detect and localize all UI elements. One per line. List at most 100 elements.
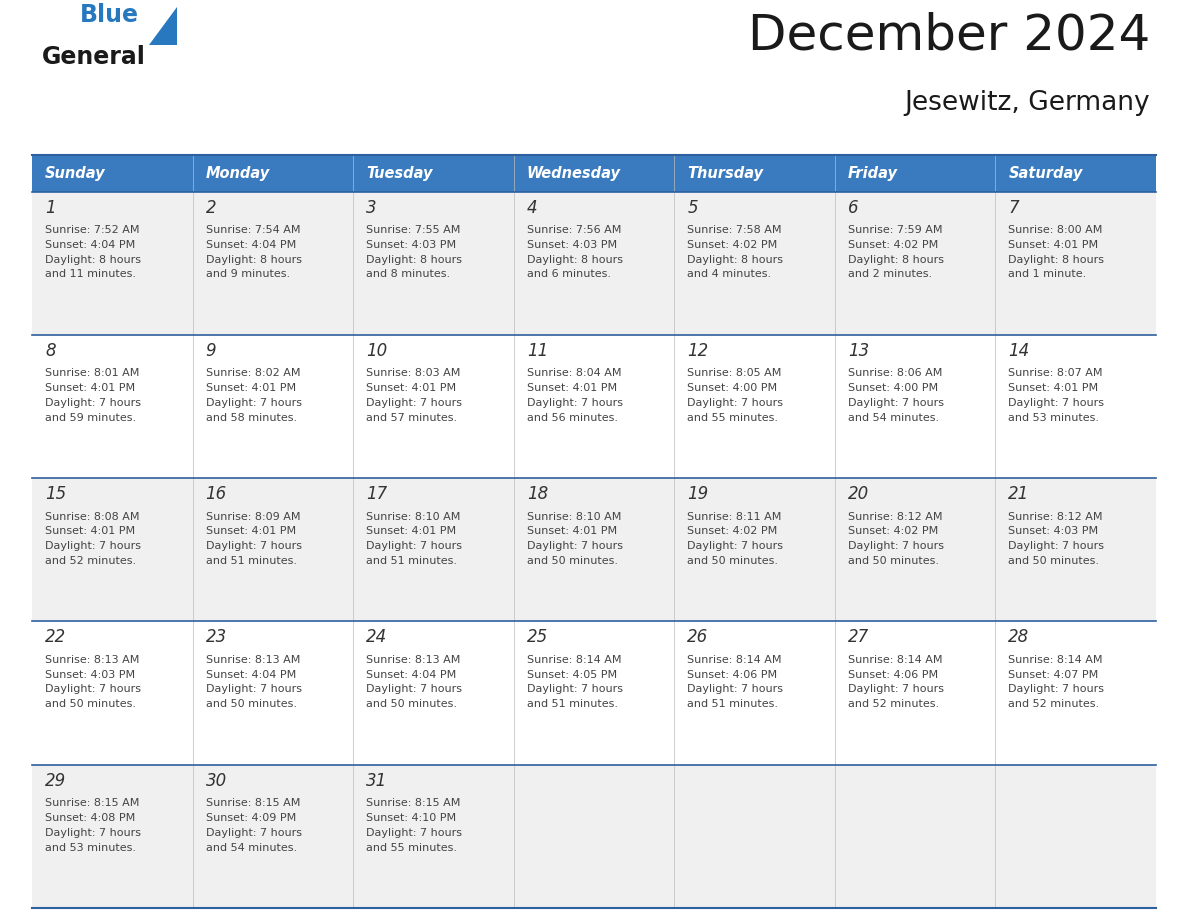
Text: Daylight: 7 hours: Daylight: 7 hours	[688, 685, 783, 695]
Text: 30: 30	[206, 772, 227, 789]
Text: 13: 13	[848, 341, 870, 360]
Text: 7: 7	[1009, 198, 1019, 217]
Text: and 51 minutes.: and 51 minutes.	[366, 556, 457, 566]
Text: Sunrise: 8:14 AM: Sunrise: 8:14 AM	[526, 655, 621, 665]
Text: 2: 2	[206, 198, 216, 217]
Text: Sunset: 4:08 PM: Sunset: 4:08 PM	[45, 813, 135, 823]
Text: Sunrise: 8:09 AM: Sunrise: 8:09 AM	[206, 511, 301, 521]
Text: Sunrise: 8:13 AM: Sunrise: 8:13 AM	[45, 655, 139, 665]
Text: 6: 6	[848, 198, 859, 217]
Text: Sunrise: 8:00 AM: Sunrise: 8:00 AM	[1009, 225, 1102, 235]
Text: and 50 minutes.: and 50 minutes.	[366, 700, 457, 710]
Text: and 2 minutes.: and 2 minutes.	[848, 269, 931, 279]
Text: 28: 28	[1009, 629, 1030, 646]
Text: Sunrise: 8:12 AM: Sunrise: 8:12 AM	[1009, 511, 1102, 521]
Text: Sunset: 4:04 PM: Sunset: 4:04 PM	[366, 670, 456, 679]
Bar	[32, 478, 1156, 621]
Text: Sunrise: 8:08 AM: Sunrise: 8:08 AM	[45, 511, 139, 521]
Text: and 52 minutes.: and 52 minutes.	[1009, 700, 1100, 710]
Text: Daylight: 7 hours: Daylight: 7 hours	[366, 685, 462, 695]
Text: Daylight: 8 hours: Daylight: 8 hours	[366, 254, 462, 264]
Text: Sunset: 4:03 PM: Sunset: 4:03 PM	[45, 670, 135, 679]
Text: 22: 22	[45, 629, 67, 646]
Text: and 56 minutes.: and 56 minutes.	[526, 413, 618, 422]
Bar	[32, 765, 1156, 908]
Text: Sunrise: 8:06 AM: Sunrise: 8:06 AM	[848, 368, 942, 378]
Text: 27: 27	[848, 629, 870, 646]
Text: 9: 9	[206, 341, 216, 360]
Text: 23: 23	[206, 629, 227, 646]
Text: Daylight: 8 hours: Daylight: 8 hours	[848, 254, 943, 264]
Text: 11: 11	[526, 341, 548, 360]
Text: Sunset: 4:02 PM: Sunset: 4:02 PM	[848, 240, 939, 250]
Text: Daylight: 7 hours: Daylight: 7 hours	[206, 828, 302, 838]
Text: Sunset: 4:02 PM: Sunset: 4:02 PM	[848, 526, 939, 536]
Text: and 53 minutes.: and 53 minutes.	[45, 843, 135, 853]
Text: Daylight: 7 hours: Daylight: 7 hours	[206, 397, 302, 408]
Text: Daylight: 7 hours: Daylight: 7 hours	[366, 828, 462, 838]
Text: Sunrise: 7:52 AM: Sunrise: 7:52 AM	[45, 225, 139, 235]
Text: Sunrise: 8:02 AM: Sunrise: 8:02 AM	[206, 368, 301, 378]
Bar	[32, 621, 1156, 765]
Text: 20: 20	[848, 485, 870, 503]
Text: 15: 15	[45, 485, 67, 503]
Text: Sunrise: 8:07 AM: Sunrise: 8:07 AM	[1009, 368, 1102, 378]
Text: Blue: Blue	[80, 3, 139, 27]
Text: Sunset: 4:03 PM: Sunset: 4:03 PM	[526, 240, 617, 250]
Text: Sunset: 4:03 PM: Sunset: 4:03 PM	[1009, 526, 1099, 536]
Text: Daylight: 7 hours: Daylight: 7 hours	[45, 542, 141, 551]
Text: Daylight: 7 hours: Daylight: 7 hours	[366, 397, 462, 408]
Text: Sunrise: 8:01 AM: Sunrise: 8:01 AM	[45, 368, 139, 378]
Text: Sunset: 4:02 PM: Sunset: 4:02 PM	[688, 240, 777, 250]
Text: and 50 minutes.: and 50 minutes.	[1009, 556, 1099, 566]
Text: 24: 24	[366, 629, 387, 646]
Text: 4: 4	[526, 198, 537, 217]
Text: 16: 16	[206, 485, 227, 503]
Text: Friday: Friday	[848, 166, 898, 181]
Text: Daylight: 7 hours: Daylight: 7 hours	[526, 397, 623, 408]
Text: Sunset: 4:07 PM: Sunset: 4:07 PM	[1009, 670, 1099, 679]
Text: and 55 minutes.: and 55 minutes.	[366, 843, 457, 853]
Text: Sunset: 4:01 PM: Sunset: 4:01 PM	[1009, 240, 1099, 250]
Text: and 8 minutes.: and 8 minutes.	[366, 269, 450, 279]
Text: 12: 12	[688, 341, 708, 360]
Text: Sunrise: 8:03 AM: Sunrise: 8:03 AM	[366, 368, 461, 378]
Text: Sunset: 4:00 PM: Sunset: 4:00 PM	[688, 383, 777, 393]
Text: Sunset: 4:04 PM: Sunset: 4:04 PM	[206, 670, 296, 679]
Text: Sunrise: 8:12 AM: Sunrise: 8:12 AM	[848, 511, 942, 521]
Text: Tuesday: Tuesday	[366, 166, 432, 181]
Text: December 2024: December 2024	[747, 12, 1150, 60]
Text: Sunrise: 8:10 AM: Sunrise: 8:10 AM	[526, 511, 621, 521]
Text: and 11 minutes.: and 11 minutes.	[45, 269, 135, 279]
Bar	[32, 335, 1156, 478]
Text: Saturday: Saturday	[1009, 166, 1082, 181]
Text: 31: 31	[366, 772, 387, 789]
Bar	[996, 155, 1156, 192]
Text: Daylight: 7 hours: Daylight: 7 hours	[526, 685, 623, 695]
Text: and 50 minutes.: and 50 minutes.	[848, 556, 939, 566]
Text: Monday: Monday	[206, 166, 270, 181]
Text: 10: 10	[366, 341, 387, 360]
Text: Daylight: 8 hours: Daylight: 8 hours	[526, 254, 623, 264]
Text: Daylight: 7 hours: Daylight: 7 hours	[1009, 397, 1105, 408]
Text: Sunset: 4:06 PM: Sunset: 4:06 PM	[688, 670, 777, 679]
Text: Sunrise: 8:15 AM: Sunrise: 8:15 AM	[366, 798, 461, 808]
Bar	[353, 155, 513, 192]
Text: Daylight: 7 hours: Daylight: 7 hours	[688, 397, 783, 408]
Text: 29: 29	[45, 772, 67, 789]
Text: Sunrise: 8:15 AM: Sunrise: 8:15 AM	[45, 798, 139, 808]
Text: Sunrise: 7:55 AM: Sunrise: 7:55 AM	[366, 225, 461, 235]
Text: Daylight: 8 hours: Daylight: 8 hours	[45, 254, 141, 264]
Text: Sunset: 4:01 PM: Sunset: 4:01 PM	[1009, 383, 1099, 393]
Text: Daylight: 8 hours: Daylight: 8 hours	[688, 254, 783, 264]
Text: and 51 minutes.: and 51 minutes.	[688, 700, 778, 710]
Text: Sunset: 4:01 PM: Sunset: 4:01 PM	[526, 526, 617, 536]
Text: Sunset: 4:01 PM: Sunset: 4:01 PM	[206, 383, 296, 393]
Text: Daylight: 7 hours: Daylight: 7 hours	[526, 542, 623, 551]
Polygon shape	[148, 7, 177, 45]
Text: Daylight: 7 hours: Daylight: 7 hours	[1009, 542, 1105, 551]
Text: Sunset: 4:03 PM: Sunset: 4:03 PM	[366, 240, 456, 250]
Text: 21: 21	[1009, 485, 1030, 503]
Text: and 1 minute.: and 1 minute.	[1009, 269, 1087, 279]
Text: Sunset: 4:04 PM: Sunset: 4:04 PM	[45, 240, 135, 250]
